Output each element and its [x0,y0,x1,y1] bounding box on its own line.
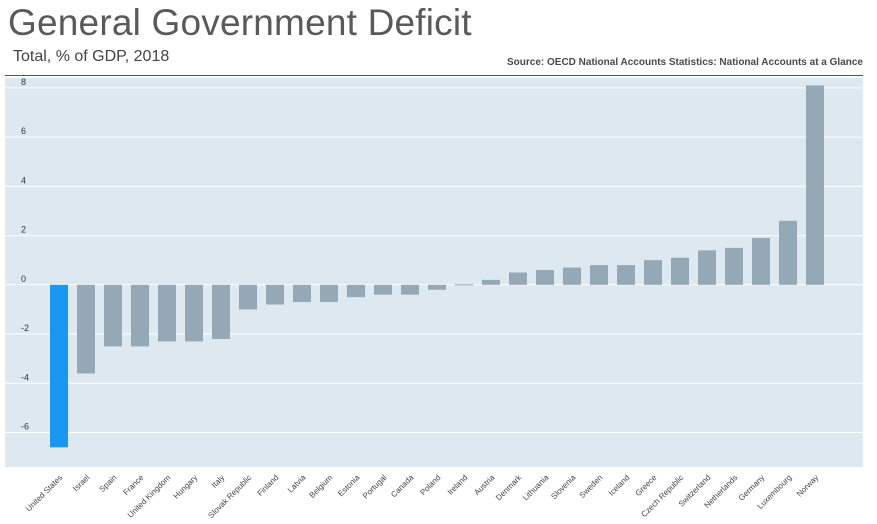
y-tick-label: 0 [21,274,26,284]
bar-poland [428,284,446,290]
gridlines [5,87,863,434]
bar-czech-republic [671,257,689,285]
x-tick-label: Ireland [446,473,470,497]
y-tick-label: 8 [21,77,26,87]
y-tick-label: -6 [21,422,29,432]
bar-latvia [293,284,311,303]
bar-united-kingdom [158,284,176,342]
x-tick-label: Spain [98,473,119,494]
bar-italy [212,284,230,339]
x-tick-label: France [121,473,145,497]
bar-norway [806,85,824,285]
bar-estonia [347,284,365,298]
y-tick-label: 2 [21,225,26,235]
bar-hungary [185,284,203,342]
x-tick-label: United States [24,473,64,513]
bar-lithuania [536,270,554,285]
x-tick-label: Belgium [308,473,335,500]
bar-spain [104,284,122,347]
y-tick-label: 6 [21,126,26,136]
bar-belgium [320,284,338,303]
bar-iceland [617,265,635,285]
bar-finland [266,284,284,305]
bar-sweden [590,265,608,285]
x-tick-label: Greece [633,473,658,498]
y-tick-label: -2 [21,323,29,333]
bar-united-states [50,284,68,448]
bar-austria [482,279,500,285]
chart-title: General Government Deficit [8,2,472,43]
x-tick-label: Israel [71,473,91,493]
bar-israel [77,284,95,374]
bar-luxembourg [779,220,797,285]
bar-denmark [509,272,527,285]
bar-portugal [374,284,392,295]
y-tick-label: -4 [21,372,29,382]
x-tick-label: Latvia [286,473,308,495]
x-tick-label: Sweden [578,473,605,500]
x-tick-label: Canada [389,473,416,500]
x-tick-label: Norway [795,473,821,499]
x-tick-label: Austria [472,473,496,497]
bar-france [131,284,149,347]
bar-greece [644,260,662,285]
bar-slovak-republic [239,284,257,310]
x-tick-label: Poland [418,473,442,497]
bar-ireland [455,284,473,286]
bar-switzerland [698,250,716,285]
x-tick-label: Iceland [607,473,632,498]
bar-slovenia [563,267,581,285]
bars [50,85,824,448]
bar-germany [752,238,770,285]
x-tick-label: Lithuania [521,473,551,503]
x-tick-label: Hungary [172,473,200,501]
source-note: Source: OECD National Accounts Statistic… [506,57,863,68]
y-axis: -6 -4 -2 0 2 4 6 8 [21,77,29,432]
bar-netherlands [725,247,743,285]
x-tick-label: Portugal [361,473,389,501]
x-tick-label: Slovenia [549,473,577,501]
plot-area [5,78,863,467]
bar-canada [401,284,419,295]
y-tick-label: 4 [21,175,26,185]
x-tick-label: Denmark [494,472,524,502]
x-tick-label: Italy [210,473,227,490]
x-tick-label: Finland [255,473,280,498]
header-rule [5,75,863,76]
x-tick-label: Estonia [336,473,362,499]
chart-subtitle: Total, % of GDP, 2018 [13,48,170,65]
